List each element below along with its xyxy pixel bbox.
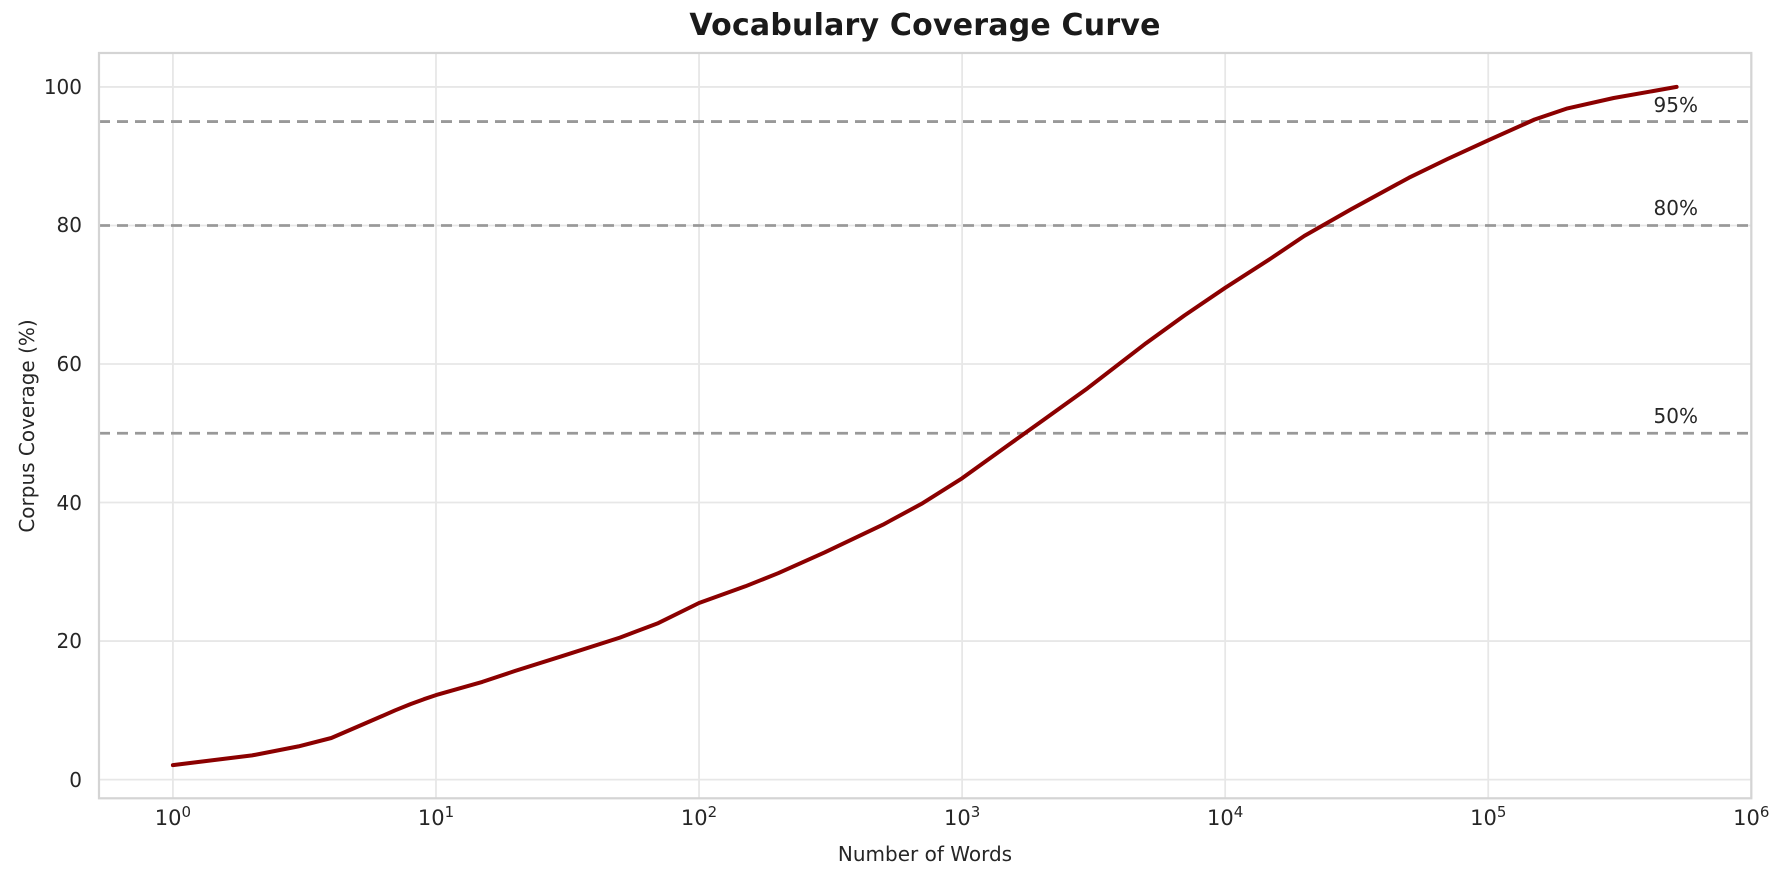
y-tick-label: 100: [43, 74, 82, 99]
coverage-curve: [170, 84, 1679, 768]
y-tick-label: 80: [56, 213, 82, 238]
y-tick-label: 40: [56, 490, 82, 515]
threshold-label: 50%: [1653, 404, 1698, 429]
y-tick-label: 20: [56, 629, 82, 654]
x-axis-label: Number of Words: [837, 842, 1013, 866]
x-tick-label: 100: [154, 803, 192, 831]
y-tick-label: 0: [69, 767, 82, 792]
x-tick-label: 106: [1733, 803, 1770, 831]
x-tick-label: 103: [943, 803, 981, 831]
x-tick-label: 104: [1207, 803, 1244, 831]
threshold-label: 95%: [1653, 92, 1698, 117]
plot-border: [97, 51, 1753, 800]
threshold-label: 80%: [1653, 196, 1698, 221]
x-tick-label: 101: [417, 803, 455, 831]
chart-title: Vocabulary Coverage Curve: [689, 8, 1161, 43]
y-tick-label: 60: [56, 352, 82, 376]
x-tick-label: 102: [680, 803, 718, 831]
x-tick-label: 105: [1470, 803, 1507, 831]
